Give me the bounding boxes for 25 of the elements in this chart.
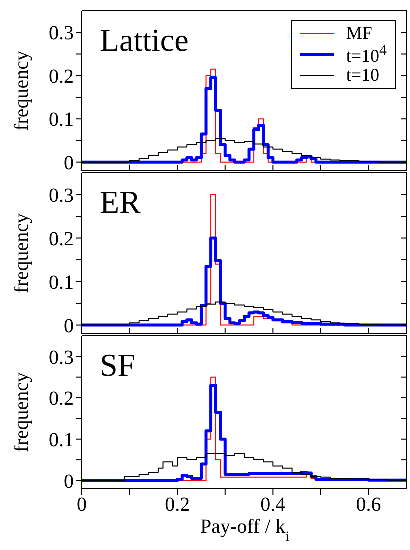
chart-title: SF [100, 347, 136, 384]
y-tick-label: 0.1 [49, 429, 74, 452]
legend-label: t=10 [346, 65, 380, 86]
chart-title: Lattice [100, 22, 189, 59]
chart-title: ER [100, 184, 141, 221]
legend-label: t=10$^{4}$ [346, 42, 387, 66]
y-tick-label: 0.2 [49, 388, 74, 410]
x-tick-label: 0.6 [356, 494, 382, 516]
y-tick-label: 0.3 [49, 184, 74, 207]
y-axis-title: frequency [11, 51, 33, 131]
y-tick-label: 0.3 [49, 22, 74, 45]
y-tick-label: 0.1 [49, 272, 74, 294]
y-tick-label: 0 [64, 315, 74, 338]
y-tick-label: 0.2 [49, 66, 74, 88]
y-tick-label: 0.1 [49, 109, 74, 132]
y-tick-label: 0.2 [49, 228, 74, 250]
y-tick-label: 0 [64, 152, 74, 174]
y-axis-title: frequency [11, 372, 33, 452]
x-tick-label: 0.4 [260, 494, 286, 516]
x-tick-label: 0.2 [165, 494, 190, 516]
x-axis-title: Pay-off / k$_{i}$ [200, 516, 290, 544]
y-tick-label: 0.3 [49, 346, 74, 369]
y-tick-label: 0 [64, 470, 74, 493]
y-axis-title: frequency [11, 214, 33, 294]
legend-label: MF [346, 23, 372, 44]
